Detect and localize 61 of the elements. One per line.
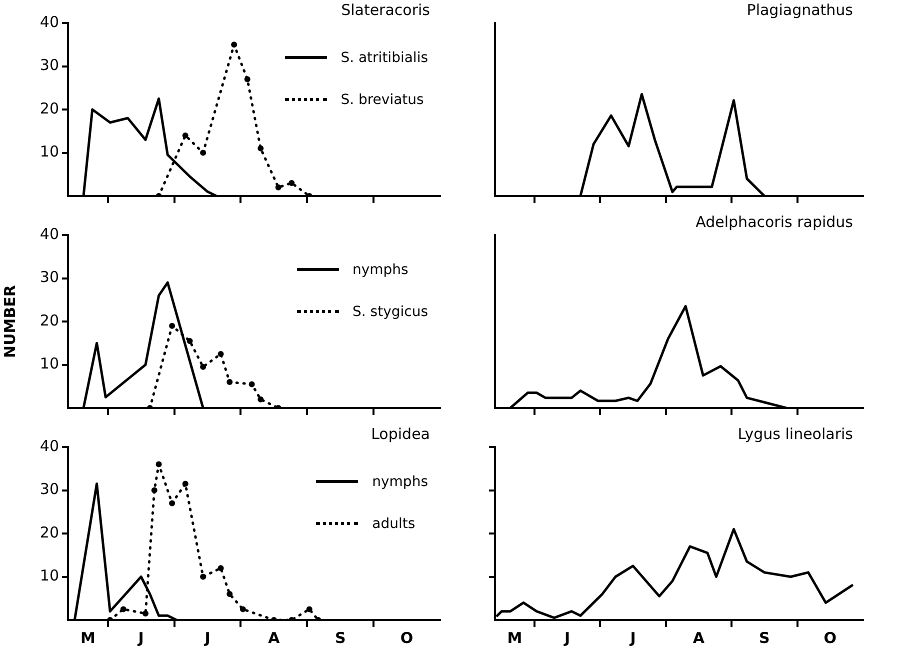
legend-label: S. stygicus <box>352 304 428 320</box>
point <box>275 184 282 190</box>
point <box>200 150 206 156</box>
y-tick-label: 40 <box>40 12 59 31</box>
x-tick-label: M <box>80 628 96 647</box>
y-tick-label: 10 <box>40 566 59 585</box>
point <box>258 145 264 152</box>
x-tick-label: J <box>137 628 144 647</box>
point <box>169 322 176 329</box>
y-tick-label: 10 <box>40 142 59 161</box>
y-axis-title: NUMBER <box>0 284 19 358</box>
point <box>218 350 224 357</box>
legend-label: S. breviatus <box>340 92 424 108</box>
point <box>120 606 126 612</box>
x-tick-label: S <box>759 628 770 647</box>
x-tick-label: J <box>629 628 636 647</box>
legend-label: nymphs <box>352 262 408 278</box>
point <box>288 180 295 186</box>
point <box>200 364 206 370</box>
chart-title: Slateracoris <box>341 1 430 19</box>
x-tick-label: M <box>507 628 522 647</box>
legend-label: nymphs <box>372 474 428 490</box>
point <box>151 487 158 494</box>
point <box>226 591 233 598</box>
point <box>156 461 162 468</box>
y-tick-label: 20 <box>40 311 59 330</box>
y-tick-label: 30 <box>40 480 59 498</box>
y-tick-label: 10 <box>40 354 59 373</box>
x-tick-label: A <box>268 628 280 647</box>
x-tick-label: O <box>824 628 837 647</box>
y-tick-label: 30 <box>40 56 59 74</box>
chart-title: Lygus lineolaris <box>738 425 853 443</box>
y-tick-label: 30 <box>40 268 59 286</box>
point <box>169 500 176 506</box>
point <box>240 606 246 612</box>
chart-title: Lopidea <box>371 425 430 443</box>
legend-label: S. atritibialis <box>340 50 428 66</box>
point <box>248 381 255 388</box>
y-tick-label: 20 <box>40 523 59 542</box>
point <box>186 338 193 344</box>
x-tick-label: S <box>334 628 346 647</box>
point <box>218 565 224 572</box>
legend-label: adults <box>372 516 416 532</box>
point <box>182 132 188 138</box>
x-tick-label: J <box>563 628 570 647</box>
x-tick-label: A <box>692 628 705 647</box>
point <box>200 574 206 580</box>
point <box>258 396 264 402</box>
point <box>142 610 148 617</box>
chart-title: Plagiagnathus <box>746 1 853 19</box>
x-tick-label: J <box>204 628 210 647</box>
point <box>306 606 312 612</box>
y-tick-label: 20 <box>40 99 59 118</box>
point <box>226 379 233 386</box>
point <box>182 480 188 487</box>
y-tick-label: 40 <box>40 224 59 243</box>
y-tick-label: 40 <box>40 436 59 455</box>
chart-title: Adelphacoris rapidus <box>696 213 853 231</box>
x-tick-label: O <box>400 628 414 647</box>
point <box>231 42 238 48</box>
point <box>244 76 250 82</box>
